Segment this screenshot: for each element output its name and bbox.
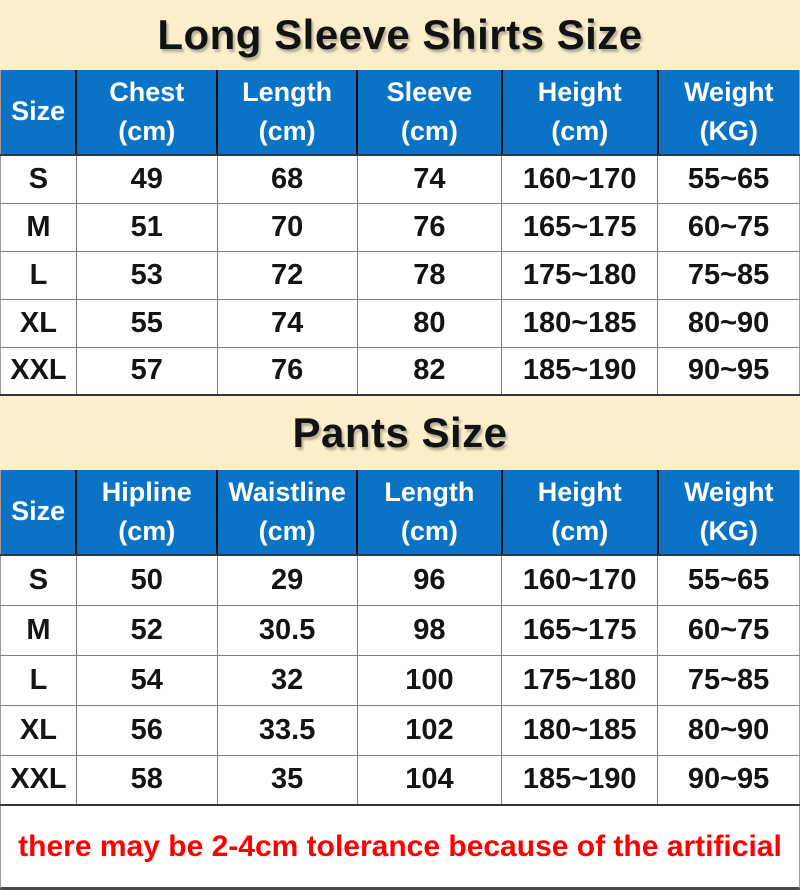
value-cell: 57 [75,346,218,396]
column-header-chest: Chest (cm) [75,70,218,156]
size-cell: L [0,250,77,300]
value-cell: 160~170 [501,554,659,606]
value-cell: 80~90 [657,298,800,348]
value-cell: 78 [356,250,503,300]
tolerance-note-band: there may be 2-4cm tolerance because of … [0,806,800,890]
tolerance-note: there may be 2-4cm tolerance because of … [18,829,782,863]
column-header-hipline: Hipline (cm) [75,470,218,556]
value-cell: 60~75 [657,202,800,252]
value-cell: 185~190 [501,754,659,806]
value-cell: 50 [75,554,218,606]
pants-size-table: Size Hipline (cm) Waistline (cm) Length (cm) He… [0,470,800,806]
size-cell: S [0,554,77,606]
value-cell: 104 [356,754,503,806]
column-header-weight: Weight (KG) [656,70,800,156]
value-cell: 33.5 [216,704,358,756]
value-cell: 90~95 [657,346,800,396]
pants-table-body: S 50 29 96 160~170 55~65 M 52 30.5 98 165~175 60~75… [0,554,800,806]
column-header-weight: Weight (KG) [656,470,800,556]
value-cell: 29 [216,554,358,606]
column-header-size: Size [0,70,77,156]
value-cell: 102 [356,704,503,756]
value-cell: 75~85 [657,250,800,300]
table-row: XXL 57 76 82 185~190 90~95 [0,346,800,396]
value-cell: 56 [75,704,218,756]
shirts-title: Long Sleeve Shirts Size [157,11,643,58]
table-row: L 54 32 100 175~180 75~85 [0,654,800,706]
value-cell: 180~185 [501,704,659,756]
table-row: S 50 29 96 160~170 55~65 [0,554,800,606]
size-cell: XL [0,298,77,348]
pants-table-header: Size Hipline (cm) Waistline (cm) Length (cm) He… [0,470,800,556]
value-cell: 90~95 [657,754,800,806]
value-cell: 165~175 [501,202,659,252]
value-cell: 76 [216,346,358,396]
value-cell: 96 [356,554,503,606]
value-cell: 76 [356,202,503,252]
size-cell: M [0,604,77,656]
value-cell: 55 [75,298,218,348]
value-cell: 60~75 [657,604,800,656]
shirts-title-band: Long Sleeve Shirts Size [0,0,800,70]
value-cell: 55~65 [657,554,800,606]
value-cell: 49 [75,154,218,204]
value-cell: 52 [75,604,218,656]
value-cell: 80 [356,298,503,348]
size-cell: XL [0,704,77,756]
value-cell: 160~170 [501,154,659,204]
value-cell: 54 [75,654,218,706]
value-cell: 70 [216,202,358,252]
size-cell: L [0,654,77,706]
column-header-size: Size [0,470,77,556]
shirts-table-header: Size Chest (cm) Length (cm) Sleeve (cm) Height(… [0,70,800,156]
column-header-sleeve: Sleeve (cm) [356,70,502,156]
table-row: L 53 72 78 175~180 75~85 [0,250,800,300]
value-cell: 175~180 [501,654,659,706]
column-header-length: Length (cm) [216,70,358,156]
column-header-length: Length (cm) [356,470,502,556]
value-cell: 30.5 [216,604,358,656]
column-header-height: Height (cm) [500,70,658,156]
value-cell: 68 [216,154,358,204]
value-cell: 58 [75,754,218,806]
value-cell: 185~190 [501,346,659,396]
table-row: XL 55 74 80 180~185 80~90 [0,298,800,348]
value-cell: 74 [216,298,358,348]
value-cell: 74 [356,154,503,204]
value-cell: 98 [356,604,503,656]
size-cell: M [0,202,77,252]
table-row: XXL 58 35 104 185~190 90~95 [0,754,800,806]
value-cell: 55~65 [657,154,800,204]
shirts-table-body: S 49 68 74 160~170 55~65 M 51 70 76 165~175 60~75 L 5… [0,154,800,396]
shirts-size-table: Size Chest (cm) Length (cm) Sleeve (cm) Height(… [0,70,800,396]
table-row: M 52 30.5 98 165~175 60~75 [0,604,800,656]
size-cell: XXL [0,346,77,396]
value-cell: 82 [356,346,503,396]
value-cell: 75~85 [657,654,800,706]
value-cell: 53 [75,250,218,300]
value-cell: 100 [356,654,503,706]
value-cell: 32 [216,654,358,706]
table-row: S 49 68 74 160~170 55~65 [0,154,800,204]
table-row: XL 56 33.5 102 180~185 80~90 [0,704,800,756]
pants-title: Pants Size [292,409,508,456]
value-cell: 51 [75,202,218,252]
table-row: M 51 70 76 165~175 60~75 [0,202,800,252]
value-cell: 165~175 [501,604,659,656]
size-cell: S [0,154,77,204]
value-cell: 72 [216,250,358,300]
size-cell: XXL [0,754,77,806]
pants-title-band: Pants Size [0,396,800,470]
value-cell: 35 [216,754,358,806]
column-header-height: Height (cm) [500,470,658,556]
value-cell: 180~185 [501,298,659,348]
column-header-waistline: Waistline (cm) [216,470,358,556]
value-cell: 175~180 [501,250,659,300]
value-cell: 80~90 [657,704,800,756]
